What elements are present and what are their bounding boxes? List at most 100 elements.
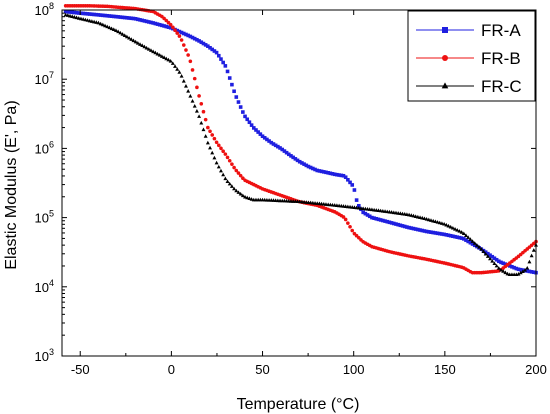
data-point <box>429 218 433 222</box>
data-point <box>125 15 129 20</box>
data-point <box>221 149 225 154</box>
data-point <box>184 48 188 52</box>
data-point <box>459 230 464 234</box>
data-point <box>166 57 171 62</box>
data-point <box>238 173 243 178</box>
data-point <box>356 203 361 208</box>
data-point <box>444 233 449 237</box>
data-point <box>159 54 164 58</box>
data-point <box>129 37 134 41</box>
data-point <box>131 38 136 43</box>
data-point <box>424 229 429 234</box>
data-point <box>225 179 230 184</box>
data-point <box>291 155 295 160</box>
data-point <box>284 150 289 155</box>
data-point <box>149 20 153 25</box>
data-point <box>387 220 392 225</box>
data-point <box>249 197 254 201</box>
data-point <box>186 53 190 57</box>
data-point <box>444 222 449 227</box>
data-point <box>319 169 324 174</box>
data-point <box>153 21 158 26</box>
legend-marker <box>442 27 448 33</box>
data-point <box>232 186 237 191</box>
data-point <box>265 137 269 142</box>
data-point <box>199 120 204 125</box>
data-point <box>354 198 359 202</box>
data-point <box>367 214 372 219</box>
data-point <box>448 224 453 229</box>
data-point <box>490 254 495 259</box>
data-point <box>341 215 346 219</box>
data-point <box>225 69 230 74</box>
data-point <box>376 217 381 222</box>
data-point <box>177 29 182 34</box>
data-point <box>413 214 418 218</box>
data-point <box>144 19 149 24</box>
data-point <box>87 12 92 16</box>
data-point <box>142 44 147 49</box>
data-point <box>188 94 193 98</box>
data-point <box>183 84 188 88</box>
data-point <box>190 68 195 72</box>
data-point <box>216 143 221 148</box>
data-point <box>94 12 99 17</box>
data-point <box>74 15 79 20</box>
data-point <box>389 221 394 225</box>
data-point <box>221 60 225 65</box>
plot-frame <box>61 9 537 357</box>
data-point <box>155 51 160 56</box>
data-point <box>103 23 108 28</box>
data-point <box>70 14 75 19</box>
data-point <box>464 233 468 237</box>
data-point <box>472 241 477 245</box>
data-point <box>507 264 512 268</box>
x-tick-label: 200 <box>525 362 547 377</box>
data-point <box>203 43 208 47</box>
data-point <box>457 235 462 240</box>
data-point <box>74 10 79 15</box>
data-point <box>427 230 431 234</box>
data-point <box>385 219 390 224</box>
data-point <box>225 155 230 160</box>
data-point <box>157 22 162 27</box>
data-point <box>302 162 306 166</box>
data-point <box>378 218 383 222</box>
data-point <box>343 217 348 222</box>
data-point <box>418 215 423 219</box>
data-point <box>383 219 387 223</box>
data-point <box>492 261 497 266</box>
data-point <box>343 175 348 180</box>
data-point <box>144 45 149 50</box>
data-point <box>516 267 521 272</box>
data-point <box>249 123 254 127</box>
data-point <box>234 95 239 99</box>
data-point <box>422 229 427 233</box>
data-point <box>416 227 420 232</box>
y-tick-label: 106 <box>35 139 54 156</box>
data-point <box>186 89 191 93</box>
data-point <box>477 245 482 249</box>
data-point <box>470 239 475 243</box>
data-point <box>212 49 217 53</box>
data-point <box>324 170 328 175</box>
data-point <box>453 234 457 239</box>
data-point <box>243 194 248 199</box>
data-point <box>304 163 309 168</box>
data-point <box>227 158 232 163</box>
y-tick-label: 105 <box>35 209 54 226</box>
data-point <box>328 171 333 176</box>
data-point <box>462 237 466 241</box>
data-point <box>481 249 486 254</box>
data-point <box>201 41 206 46</box>
data-point <box>420 215 425 220</box>
data-point <box>486 251 490 256</box>
data-point <box>241 110 245 114</box>
data-point <box>118 15 123 19</box>
data-point <box>181 43 186 47</box>
data-point <box>181 31 186 36</box>
data-point <box>234 188 239 193</box>
data-point <box>190 99 195 103</box>
data-point <box>451 234 455 239</box>
data-point <box>311 166 315 171</box>
